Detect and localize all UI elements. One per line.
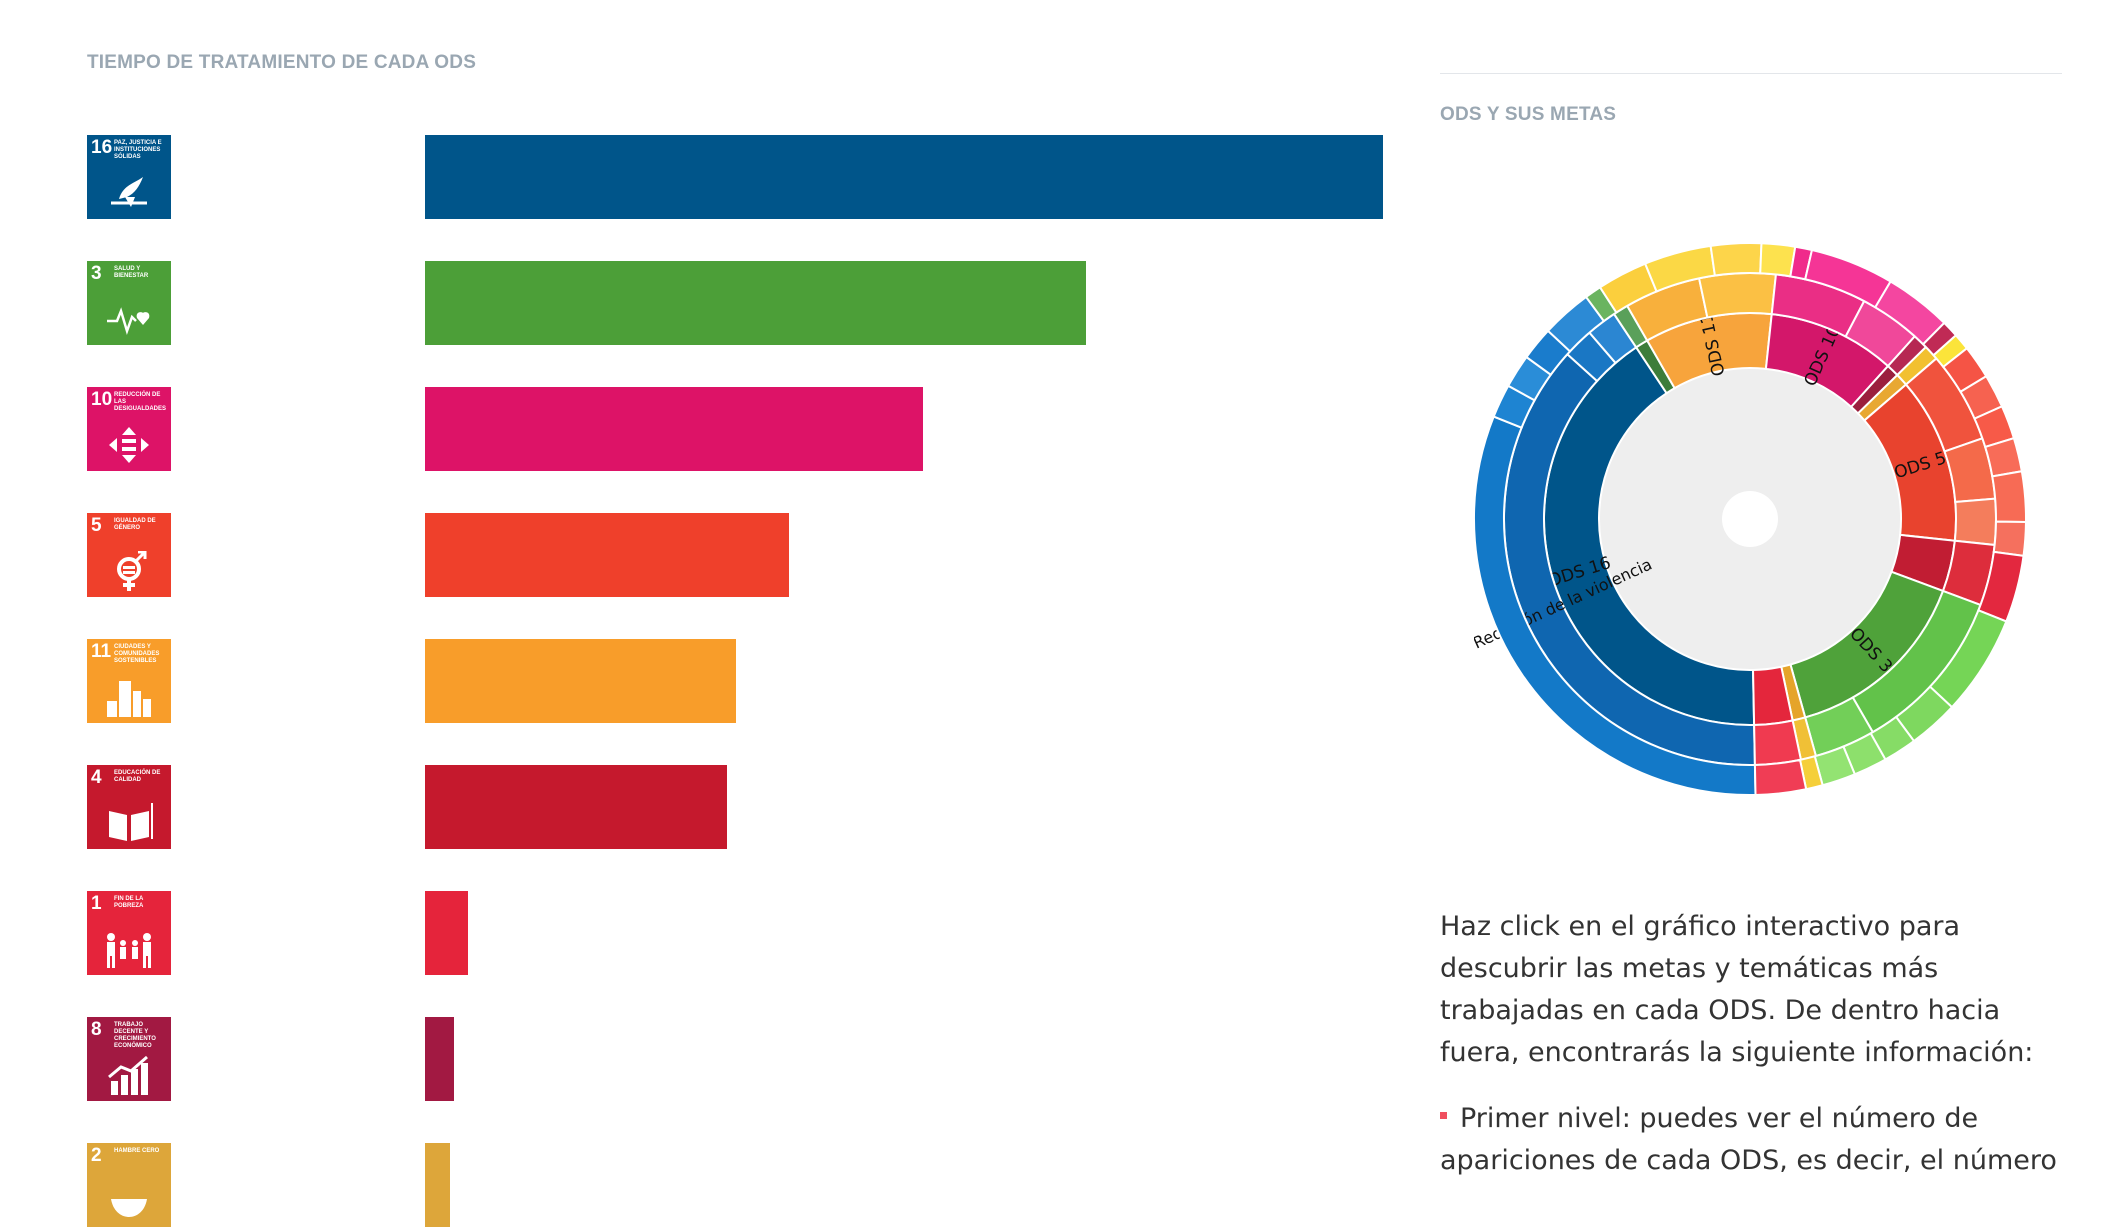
sdg-number: 16: [91, 137, 113, 158]
sdg-number: 5: [91, 515, 102, 536]
sunburst-middle-segment[interactable]: [1753, 719, 1803, 766]
growth-icon: [108, 1055, 148, 1095]
book-icon: [109, 803, 153, 841]
sunburst-middle-segment[interactable]: [1953, 497, 1997, 547]
dove-icon: [111, 177, 147, 207]
sdg-2-icon: 2 HAMBRE CERO: [87, 1143, 171, 1227]
city-icon: [107, 681, 151, 717]
sdg-number: 10: [91, 389, 113, 410]
sdg-1-icon: 1 FIN DE LA POBREZA: [87, 891, 171, 975]
heartbeat-icon: [107, 307, 150, 336]
bar-ods-8[interactable]: [425, 1017, 454, 1101]
bar-ods-3[interactable]: [425, 261, 1087, 345]
sdg-4-icon: 4 EDUCACIÓN DE CALIDAD: [87, 765, 171, 849]
bar-ods-5[interactable]: [425, 513, 790, 597]
divider: [1440, 73, 2062, 74]
gender-icon: [117, 551, 147, 591]
sdg-name: IGUALDAD DE GÉNERO: [114, 518, 156, 531]
sunburst-outer-segment[interactable]: [1759, 243, 1797, 278]
equality-icon: [109, 427, 149, 463]
sdg-5-icon: 5 IGUALDAD DE GÉNERO: [87, 513, 171, 597]
description-list: Primer nivel: puedes ver el número de ap…: [1440, 1098, 2080, 1182]
sdg-number: 2: [91, 1145, 102, 1166]
sdg-name: TRABAJO DECENTE Y CRECIMIENTO ECONÓMICO: [114, 1022, 156, 1049]
bar-chart-title: TIEMPO DE TRATAMIENTO DE CADA ODS: [87, 52, 477, 73]
sdg-name: PAZ, JUSTICIA E INSTITUCIONES SÓLIDAS: [114, 140, 162, 160]
sdg-name: REDUCCIÓN DE LAS DESIGUALDADES: [114, 392, 167, 412]
sunburst-center-hole: [1722, 491, 1778, 547]
bar-ods-10[interactable]: [425, 387, 924, 471]
description-paragraph: Haz click en el gráfico interactivo para…: [1440, 911, 2034, 1068]
sdg-16-icon: 16 PAZ, JUSTICIA E INSTITUCIONES SÓLIDAS: [87, 135, 171, 219]
sdg-number: 4: [91, 767, 102, 788]
sdg-name: EDUCACIÓN DE CALIDAD: [114, 770, 161, 783]
list-item-text: Primer nivel: puedes ver el número de ap…: [1440, 1103, 2057, 1176]
sdg-10-icon: 10 REDUCCIÓN DE LAS DESIGUALDADES: [87, 387, 171, 471]
bar-ods-16[interactable]: [425, 135, 1383, 219]
sdg-name: SALUD Y BIENESTAR: [114, 266, 149, 279]
sdg-8-icon: 8 TRABAJO DECENTE Y CRECIMIENTO ECONÓMICO: [87, 1017, 171, 1101]
sunburst-outer-segment[interactable]: [1709, 243, 1763, 277]
description: Haz click en el gráfico interactivo para…: [1440, 906, 2080, 1182]
sdg-number: 11: [91, 641, 112, 662]
sunburst-outer-segment[interactable]: [1991, 470, 2026, 523]
sunburst-outer-segment[interactable]: [1753, 758, 1808, 795]
sdg-name: CIUDADES Y COMUNIDADES SOSTENIBLES: [114, 644, 160, 664]
bar-chart: 16 PAZ, JUSTICIA E INSTITUCIONES SÓLIDAS 3…: [87, 135, 1383, 1227]
sunburst-middle-segment[interactable]: [1697, 272, 1778, 319]
sdg-number: 3: [91, 263, 102, 284]
bullet-icon: [1440, 1112, 1447, 1119]
sdg-3-icon: 3 SALUD Y BIENESTAR: [87, 261, 171, 345]
family-icon: [107, 933, 151, 968]
sunburst-outer-segment[interactable]: [1992, 520, 2026, 557]
list-item: Primer nivel: puedes ver el número de ap…: [1440, 1098, 2080, 1182]
bar-ods-2[interactable]: [425, 1143, 450, 1227]
sdg-name: HAMBRE CERO: [114, 1148, 160, 1154]
sdg-number: 8: [91, 1019, 102, 1040]
bowl-icon: [111, 1199, 147, 1217]
sunburst-title: ODS Y SUS METAS: [1440, 104, 1617, 125]
sdg-name: FIN DE LA POBREZA: [114, 896, 144, 909]
bar-ods-4[interactable]: [425, 765, 727, 849]
bar-ods-1[interactable]: [425, 891, 469, 975]
bar-ods-11[interactable]: [425, 639, 737, 723]
sdg-number: 1: [91, 893, 102, 914]
sdg-11-icon: 11 CIUDADES Y COMUNIDADES SOSTENIBLES: [87, 639, 171, 723]
